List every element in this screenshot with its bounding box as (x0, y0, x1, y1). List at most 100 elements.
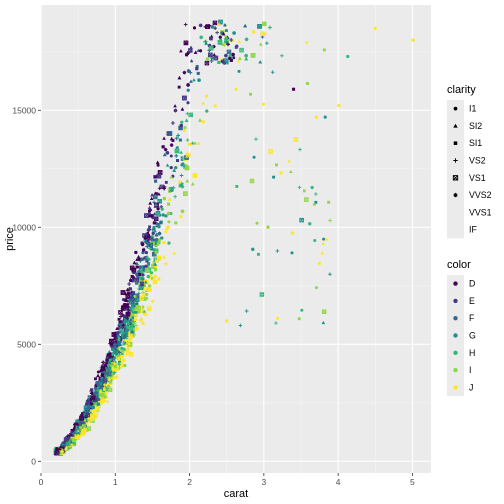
point-marker (228, 53, 232, 57)
point-marker (104, 361, 109, 366)
legend-label-G: G (469, 331, 476, 341)
point-marker (234, 87, 238, 91)
legend-label-F: F (469, 313, 475, 323)
point-marker (259, 292, 265, 297)
point-marker (113, 365, 117, 369)
point-marker (320, 251, 325, 256)
point-marker (109, 342, 114, 346)
point-marker (116, 346, 121, 351)
point-marker (322, 48, 326, 52)
point-marker (167, 241, 171, 245)
point-marker (183, 126, 187, 130)
point-marker (310, 185, 314, 190)
point-marker (151, 215, 155, 220)
legend-label-E: E (469, 296, 475, 306)
point-marker (229, 56, 234, 61)
point-marker (153, 262, 158, 266)
point-marker (226, 42, 230, 47)
point-marker (152, 226, 156, 230)
point-marker (71, 431, 76, 436)
point-marker (146, 275, 150, 279)
point-marker (238, 323, 243, 328)
y-tick-label: 10000 (12, 222, 36, 232)
point-marker (96, 370, 100, 374)
point-marker (153, 175, 157, 179)
point-marker (55, 447, 59, 451)
y-tick-label: 0 (31, 456, 36, 466)
point-marker (131, 276, 136, 280)
point-marker (222, 61, 226, 65)
point-marker (166, 211, 171, 216)
point-marker (125, 347, 130, 352)
point-marker (107, 349, 112, 354)
point-marker (149, 272, 153, 277)
point-marker (123, 364, 127, 368)
point-marker (129, 306, 134, 310)
point-marker (117, 350, 122, 355)
point-marker (123, 319, 127, 323)
point-marker (130, 330, 134, 334)
point-marker (60, 450, 64, 454)
point-marker (81, 429, 86, 434)
point-marker (208, 52, 213, 58)
point-marker (224, 35, 228, 39)
point-marker (72, 441, 76, 445)
point-marker (145, 292, 149, 296)
point-marker (199, 35, 204, 40)
point-marker (85, 412, 90, 418)
point-marker (212, 52, 217, 57)
point-marker (138, 257, 142, 261)
point-marker (302, 189, 306, 193)
point-marker (179, 49, 183, 53)
point-marker (185, 179, 190, 183)
point-marker (169, 212, 173, 216)
point-marker (83, 427, 87, 432)
point-marker (156, 213, 161, 217)
point-marker (98, 389, 103, 393)
point-marker (199, 49, 203, 53)
point-marker (178, 180, 182, 184)
point-marker (108, 360, 112, 364)
point-marker (179, 214, 183, 218)
point-marker (164, 230, 168, 234)
point-marker (161, 145, 165, 149)
x-tick-label: 5 (410, 477, 415, 487)
point-marker (150, 213, 154, 218)
point-marker (183, 40, 189, 46)
point-marker (133, 303, 137, 307)
point-marker (232, 31, 236, 35)
point-marker (101, 366, 106, 371)
point-marker (318, 261, 321, 265)
point-marker (144, 269, 148, 273)
point-marker (125, 304, 129, 309)
point-marker (94, 390, 99, 395)
point-marker (151, 277, 156, 281)
point-marker (128, 315, 133, 319)
point-marker (129, 337, 133, 341)
point-marker (113, 345, 117, 349)
point-marker (154, 217, 158, 221)
major-gridlines (40, 5, 431, 473)
point-marker (63, 437, 69, 442)
point-marker (185, 138, 190, 142)
point-marker (221, 31, 226, 36)
point-marker (155, 160, 160, 164)
point-marker (117, 356, 121, 361)
point-marker (152, 212, 157, 216)
point-marker (137, 269, 141, 274)
point-marker (167, 187, 172, 191)
point-marker (224, 53, 228, 58)
point-marker (131, 316, 135, 320)
point-marker (280, 53, 284, 58)
point-marker (268, 149, 273, 154)
point-marker (117, 317, 121, 321)
point-marker (195, 67, 199, 71)
point-marker (152, 221, 156, 225)
point-marker (323, 115, 327, 119)
point-marker (159, 205, 164, 209)
point-marker (141, 265, 145, 269)
point-marker (145, 267, 149, 271)
point-marker (244, 57, 249, 61)
point-marker (192, 78, 196, 82)
point-marker (152, 261, 156, 265)
